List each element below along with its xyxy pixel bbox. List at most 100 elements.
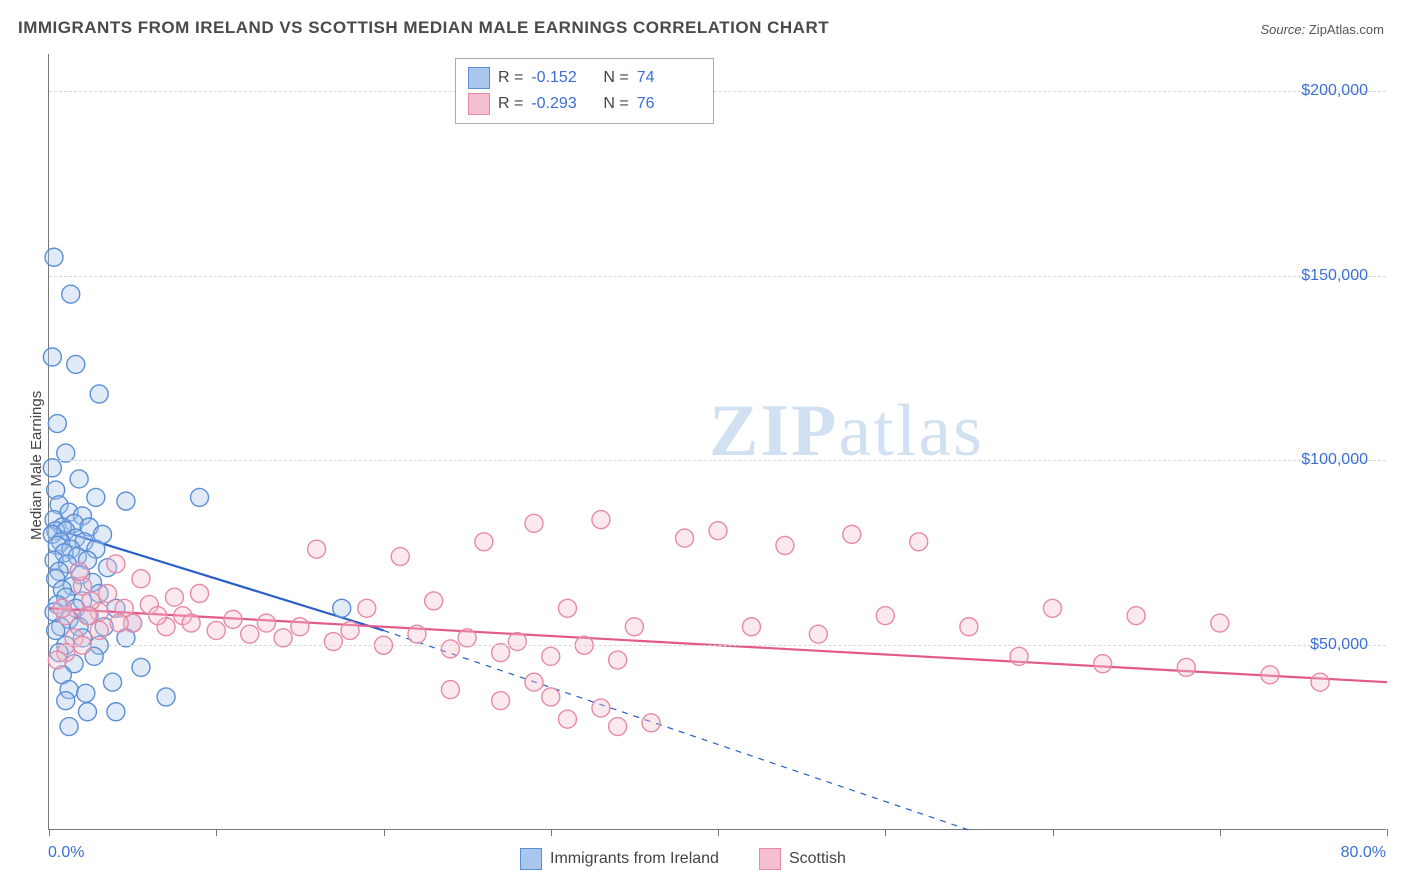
data-point [960, 618, 978, 636]
y-tick-label: $150,000 [1301, 267, 1368, 285]
data-point [182, 614, 200, 632]
x-tick [216, 829, 217, 836]
legend-swatch [468, 93, 490, 115]
data-point [625, 618, 643, 636]
data-point [104, 673, 122, 691]
x-tick [384, 829, 385, 836]
gridline [49, 91, 1386, 92]
x-tick [718, 829, 719, 836]
data-point [117, 492, 135, 510]
data-point [1044, 599, 1062, 617]
data-point [207, 621, 225, 639]
data-point [43, 348, 61, 366]
data-point [542, 688, 560, 706]
data-point [274, 629, 292, 647]
x-tick [885, 829, 886, 836]
data-point [676, 529, 694, 547]
data-point [62, 285, 80, 303]
legend-series-label: Scottish [789, 850, 846, 868]
data-point [191, 585, 209, 603]
data-point [341, 621, 359, 639]
source-attribution: Source: ZipAtlas.com [1260, 22, 1384, 37]
data-point [441, 640, 459, 658]
x-tick [1387, 829, 1388, 836]
data-point [324, 633, 342, 651]
data-point [709, 522, 727, 540]
chart-svg [49, 54, 1386, 829]
data-point [475, 533, 493, 551]
data-point [542, 647, 560, 665]
data-point [87, 488, 105, 506]
data-point [843, 525, 861, 543]
gridline [49, 460, 1386, 461]
data-point [809, 625, 827, 643]
data-point [90, 621, 108, 639]
legend-R-value: -0.293 [531, 95, 595, 113]
chart-title: IMMIGRANTS FROM IRELAND VS SCOTTISH MEDI… [18, 18, 829, 38]
data-point [458, 629, 476, 647]
data-point [43, 459, 61, 477]
legend-R-label: R = [498, 95, 523, 113]
legend-R-label: R = [498, 69, 523, 87]
legend-N-value: 76 [637, 95, 701, 113]
data-point [60, 718, 78, 736]
data-point [742, 618, 760, 636]
data-point [70, 470, 88, 488]
data-point [78, 703, 96, 721]
data-point [107, 555, 125, 573]
data-point [132, 570, 150, 588]
gridline [49, 276, 1386, 277]
data-point [77, 684, 95, 702]
data-point [508, 633, 526, 651]
chart-plot-area: ZIPatlas $50,000$100,000$150,000$200,000 [48, 54, 1386, 830]
y-axis-label: Median Male Earnings [28, 391, 45, 540]
data-point [291, 618, 309, 636]
data-point [132, 658, 150, 676]
data-point [308, 540, 326, 558]
data-point [609, 651, 627, 669]
legend-R-value: -0.152 [531, 69, 595, 87]
legend-stats-row: R =-0.152N =74 [468, 65, 701, 91]
gridline [49, 645, 1386, 646]
data-point [110, 614, 128, 632]
data-point [1211, 614, 1229, 632]
legend-N-value: 74 [637, 69, 701, 87]
x-tick [551, 829, 552, 836]
data-point [149, 607, 167, 625]
data-point [558, 710, 576, 728]
y-tick-label: $100,000 [1301, 451, 1368, 469]
data-point [78, 607, 96, 625]
data-point [492, 692, 510, 710]
data-point [525, 514, 543, 532]
data-point [1311, 673, 1329, 691]
data-point [425, 592, 443, 610]
legend-N-label: N = [603, 95, 628, 113]
data-point [257, 614, 275, 632]
legend-stats-box: R = -0.152 N = 74 R = -0.293 N = 76 [455, 58, 714, 124]
x-tick [49, 829, 50, 836]
legend-swatch [759, 848, 781, 870]
legend-series-item: Scottish [759, 848, 846, 870]
data-point [492, 644, 510, 662]
data-point [1127, 607, 1145, 625]
legend-stats-row: R = -0.293 N = 76 [468, 91, 701, 117]
source-name: ZipAtlas.com [1309, 22, 1384, 37]
data-point [48, 651, 66, 669]
data-point [241, 625, 259, 643]
data-point [1094, 655, 1112, 673]
legend-swatch [468, 67, 490, 89]
data-point [358, 599, 376, 617]
y-tick-label: $50,000 [1310, 636, 1368, 654]
data-point [391, 548, 409, 566]
data-point [224, 610, 242, 628]
data-point [642, 714, 660, 732]
y-tick-label: $200,000 [1301, 82, 1368, 100]
data-point [57, 692, 75, 710]
data-point [441, 681, 459, 699]
data-point [609, 718, 627, 736]
data-point [165, 588, 183, 606]
data-point [107, 703, 125, 721]
data-point [157, 688, 175, 706]
data-point [592, 511, 610, 529]
data-point [1261, 666, 1279, 684]
